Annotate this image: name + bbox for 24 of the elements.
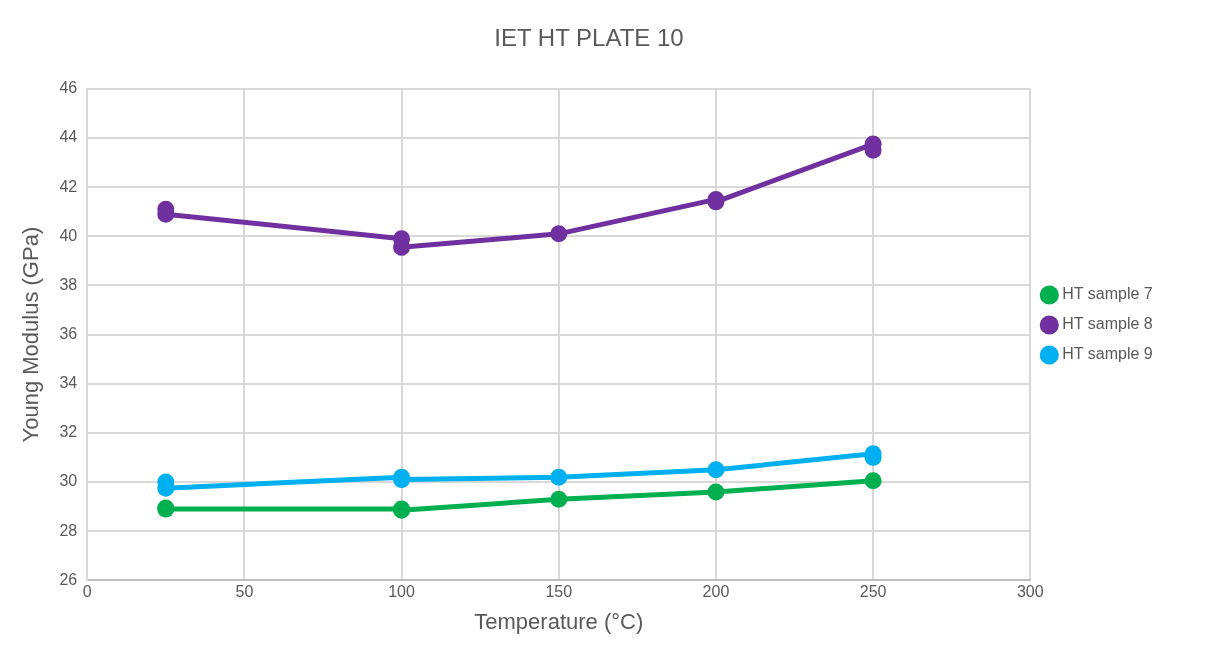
x-tick-label: 300 — [1016, 583, 1044, 601]
x-tick-label: 150 — [545, 583, 573, 601]
y-tick-label: 36 — [59, 325, 78, 343]
y-tick-label: 28 — [59, 521, 78, 539]
y-tick-label: 44 — [59, 128, 78, 146]
x-tick-label: 250 — [859, 583, 887, 601]
y-axis-title: Young Modulus (GPa) — [18, 226, 44, 443]
x-tick-label: 0 — [82, 583, 92, 601]
legend-label: HT sample 9 — [1062, 345, 1153, 363]
y-tick-label: 32 — [59, 423, 78, 441]
x-tick-label: 100 — [388, 583, 416, 601]
x-tick-label: 50 — [235, 583, 254, 601]
y-tick-label: 40 — [59, 226, 78, 244]
y-tick-label: 26 — [59, 570, 78, 588]
y-tick-label: 38 — [59, 275, 78, 293]
y-tick-label: 46 — [59, 79, 78, 97]
legend-label: HT sample 7 — [1062, 285, 1153, 303]
y-tick-label: 34 — [59, 374, 78, 392]
x-tick-label: 200 — [702, 583, 730, 601]
chart-title: IET HT PLATE 10 — [494, 24, 684, 52]
legend-label: HT sample 8 — [1062, 315, 1153, 333]
y-tick-label: 30 — [59, 472, 78, 490]
x-axis-title: Temperature (°C) — [474, 608, 644, 634]
y-tick-label: 42 — [59, 177, 78, 195]
